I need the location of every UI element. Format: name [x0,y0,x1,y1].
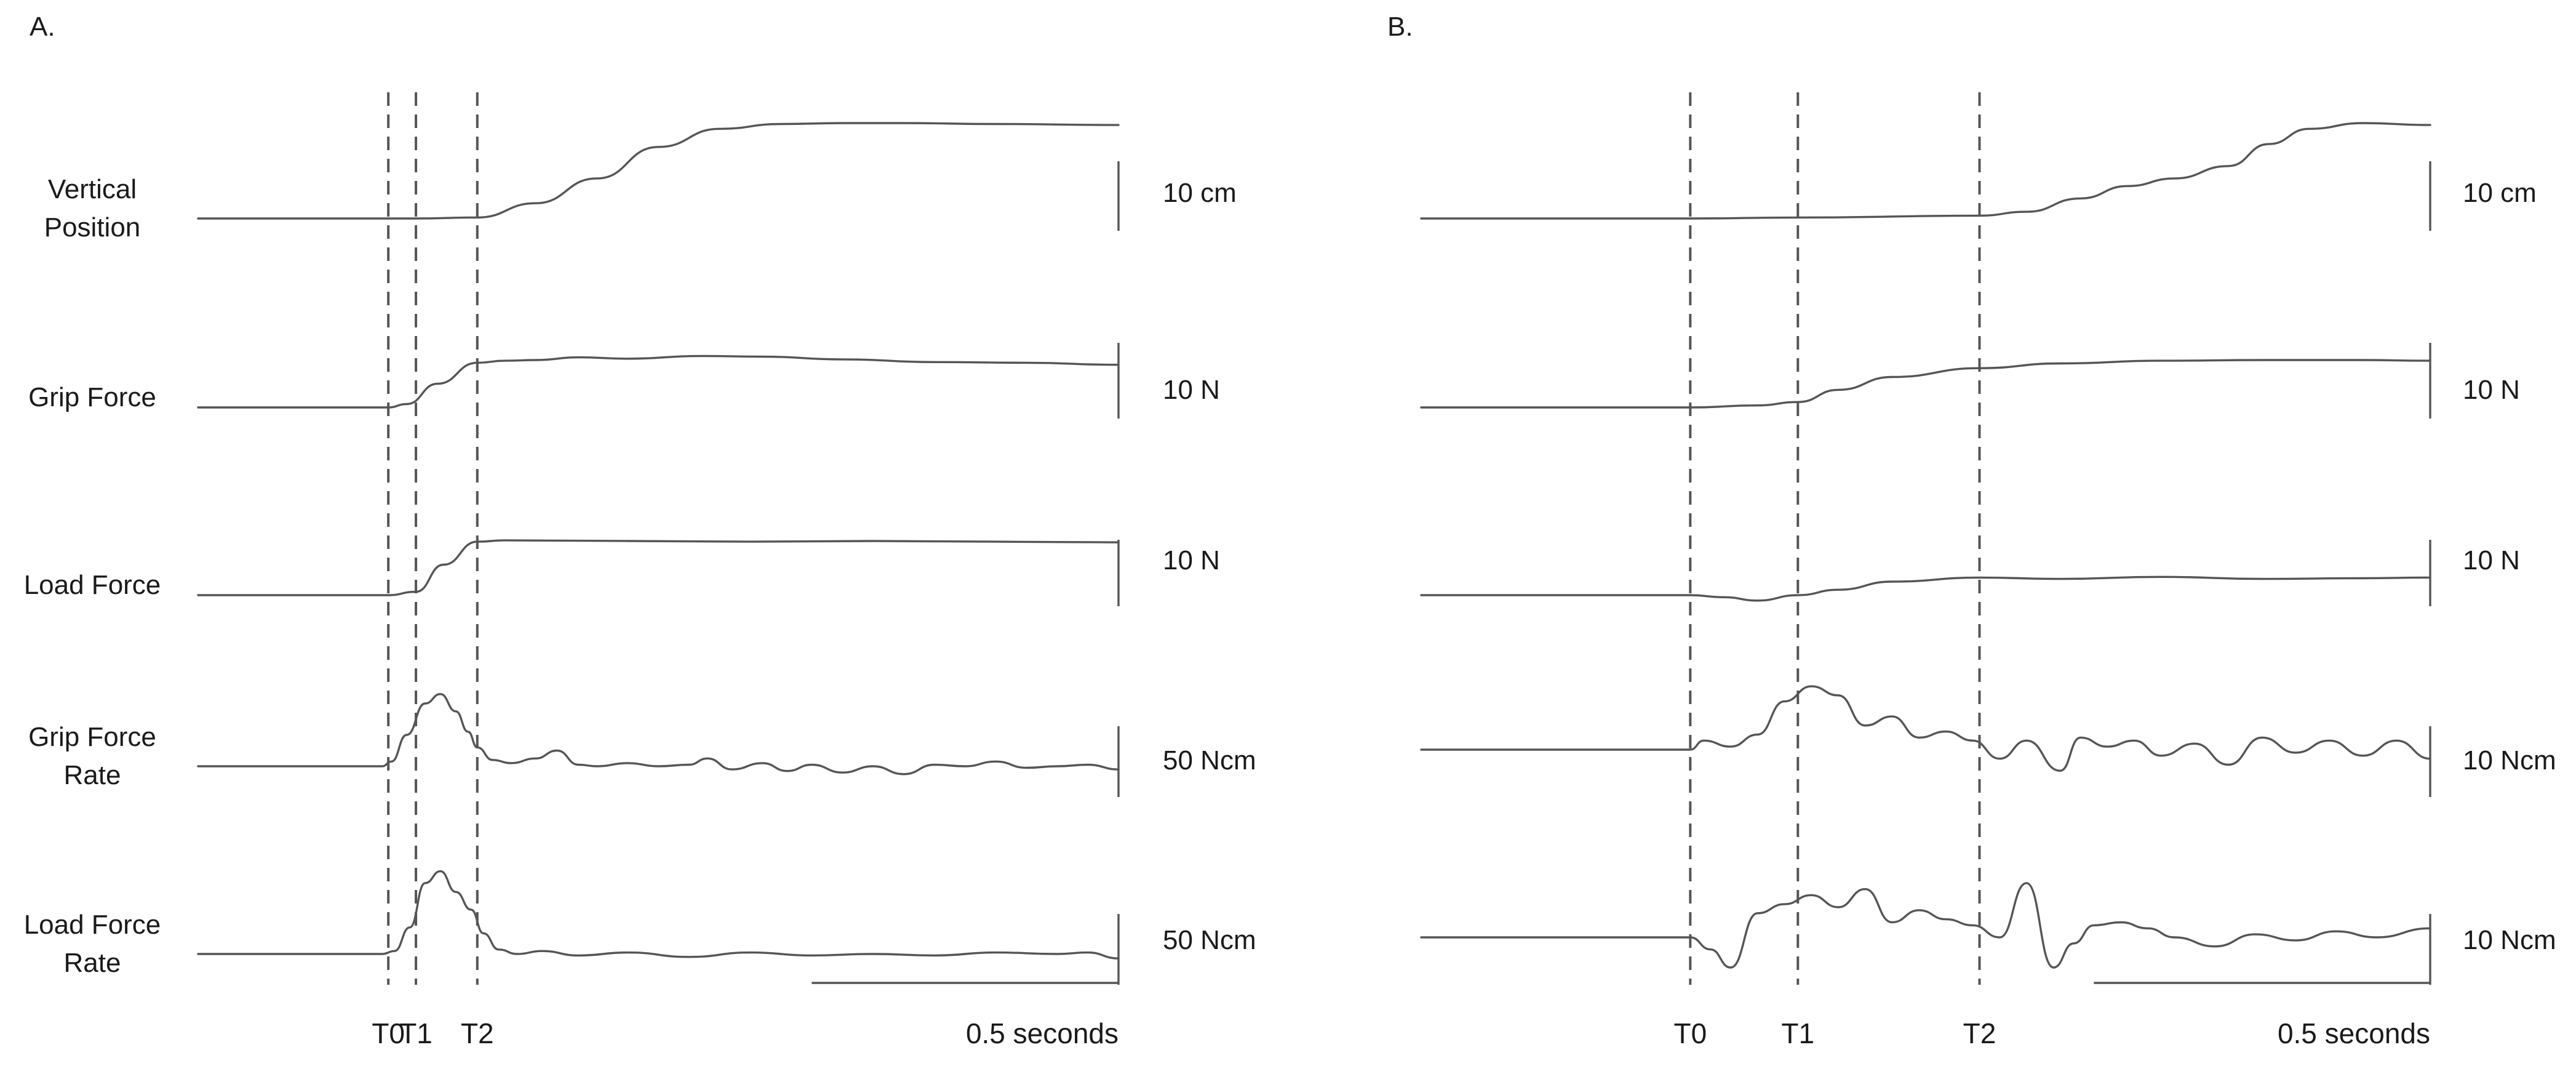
time-scale-label: 0.5 seconds [966,1017,1119,1049]
row-label-vertical-position: Position [44,212,141,242]
scale-label-vertical-position: 10 cm [1163,178,1237,208]
marker-label-t2: T2 [1963,1017,1996,1049]
trace-load-force-rate [197,870,1120,960]
trace-load-force [1420,575,2431,602]
marker-label-t0: T0 [1673,1017,1707,1049]
trace-vertical-position [1420,122,2431,220]
scale-label-grip-force: 10 N [2463,375,2520,405]
scale-label-load-force: 10 N [1163,545,1220,575]
trace-load-force-rate [1420,882,2431,969]
trace-grip-force-rate [1420,685,2431,772]
panel-b: 10 cm 10 N 10 N 10 Ncm 10 Ncm T0 T1 T2 0.5 secon… [1420,92,2556,1049]
scale-label-load-force-rate: 10 Ncm [2463,925,2556,955]
scale-label-load-force: 10 N [2463,545,2520,575]
row-label-vertical-position: Vertical [48,174,137,204]
panel-b-label: B. [1387,12,1413,42]
marker-label-t0: T0 [372,1017,405,1049]
marker-label-t2: T2 [461,1017,494,1049]
scale-label-load-force-rate: 50 Ncm [1163,925,1256,955]
row-label-grip-force-rate: Grip Force [28,722,156,752]
scale-label-vertical-position: 10 cm [2463,178,2537,208]
row-label-load-force: Load Force [24,570,161,600]
scale-label-grip-force: 10 N [1163,375,1220,405]
time-scale-label: 0.5 seconds [2278,1017,2430,1049]
marker-label-t1: T1 [399,1017,433,1049]
trace-grip-force [197,355,1120,409]
trace-grip-force [1420,359,2431,409]
marker-label-t1: T1 [1781,1017,1814,1049]
trace-vertical-position [197,122,1120,220]
trace-load-force [197,539,1120,596]
scale-label-grip-force-rate: 50 Ncm [1163,745,1256,775]
row-label-grip-force: Grip Force [28,382,156,412]
trace-grip-force-rate [197,693,1120,775]
row-label-load-force-rate: Load Force [24,910,161,940]
row-label-grip-force-rate: Rate [64,760,121,790]
scale-label-grip-force-rate: 10 Ncm [2463,745,2556,775]
panel-a: Vertical Position 10 cm Grip Force 10 N Load … [24,92,1256,1049]
row-label-load-force-rate: Rate [64,948,121,978]
panel-a-label: A. [30,12,55,42]
